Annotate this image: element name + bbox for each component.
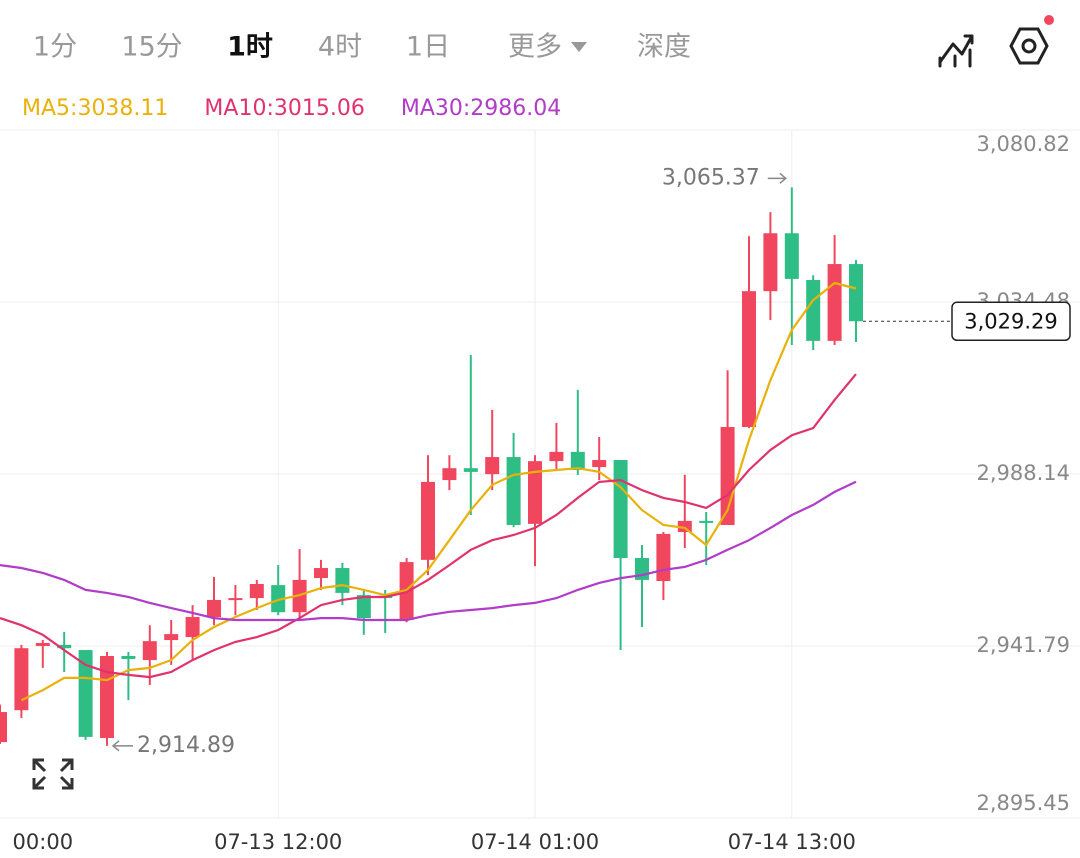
candle-body <box>485 457 500 475</box>
x-tick-label: 07-14 01:00 <box>471 830 599 854</box>
tab[interactable]: 1日 <box>406 32 450 63</box>
candle-body <box>121 655 136 659</box>
dropdown-arrow[interactable] <box>571 42 587 52</box>
candle-body <box>57 644 72 649</box>
axes: 2,895.452,941.792,988.143,034.483,080.82… <box>13 132 1071 854</box>
candle-body <box>677 520 692 533</box>
candle-body <box>228 598 243 601</box>
candle-body <box>849 264 863 322</box>
tab[interactable]: 深度 <box>637 32 691 63</box>
candle-body <box>164 634 179 641</box>
ma-legend: MA5:3038.11 MA10:3015.06 MA30:2986.04 <box>22 96 561 121</box>
x-tick-label: 07-13 12:00 <box>214 830 342 854</box>
indicator-icon[interactable] <box>938 34 974 68</box>
candle-body <box>271 585 286 613</box>
candle-body <box>742 291 756 427</box>
x-tick-label: 07-14 13:00 <box>728 830 856 854</box>
ma-line <box>20 281 857 702</box>
candle-body <box>35 643 50 646</box>
candle-body <box>549 451 564 462</box>
candle-body <box>506 457 521 525</box>
last-price-box <box>951 301 1071 342</box>
candle-body <box>442 468 457 481</box>
high-label: 3,065.37 <box>662 165 760 190</box>
tab[interactable]: 15分 <box>121 32 182 63</box>
candle-body <box>827 264 842 341</box>
y-tick-label: 3,080.82 <box>976 132 1070 156</box>
candle-body <box>613 460 628 559</box>
y-tick-label: 2,988.14 <box>976 461 1070 485</box>
timeframe-tabs: 1分 15分 1时 4时 1日 更多 深度 <box>33 32 691 63</box>
notification-dot <box>1044 15 1054 25</box>
candle-body <box>78 650 93 737</box>
last-price-label: 3,029.29 <box>964 309 1058 333</box>
candle-body <box>784 233 799 279</box>
candle-body <box>570 451 585 471</box>
legend-entry: MA5:3038.11 <box>22 96 168 121</box>
tab[interactable]: 4时 <box>318 32 362 63</box>
candle-body <box>185 617 200 638</box>
candle-body <box>14 648 29 711</box>
candle-body <box>592 460 607 468</box>
low-label: 2,914.89 <box>137 733 235 758</box>
candle-body <box>806 280 821 341</box>
candle-body <box>249 583 264 599</box>
candle-body <box>463 468 478 472</box>
legend-entry: MA30:2986.04 <box>401 96 561 121</box>
candle-body <box>142 641 157 661</box>
candle-body <box>699 520 714 523</box>
candle-body <box>207 599 221 618</box>
candle-body <box>421 481 435 560</box>
legend-entry: MA10:3015.06 <box>204 96 364 121</box>
plot <box>0 187 863 746</box>
candle-body <box>100 655 114 739</box>
y-tick-label: 2,941.79 <box>976 633 1070 657</box>
candle-body <box>314 568 328 579</box>
candle-body <box>528 461 542 524</box>
candle-body <box>656 533 671 582</box>
high-arrow-head <box>779 172 787 184</box>
candle-body <box>335 568 350 593</box>
ma-line <box>0 373 857 679</box>
settings-icon[interactable] <box>1009 27 1049 65</box>
tab[interactable]: 1时 <box>227 32 273 63</box>
x-tick-label: 00:00 <box>13 830 74 854</box>
candle-body <box>0 712 7 743</box>
tab[interactable]: 更多 <box>508 32 562 63</box>
y-tick-label: 2,895.45 <box>976 791 1070 815</box>
fullscreen-icon[interactable] <box>32 758 74 790</box>
ma-line <box>0 480 857 622</box>
tab[interactable]: 1分 <box>33 32 77 63</box>
low-arrow-head <box>111 740 120 752</box>
candle-body <box>356 595 371 619</box>
candle-body <box>763 233 778 292</box>
